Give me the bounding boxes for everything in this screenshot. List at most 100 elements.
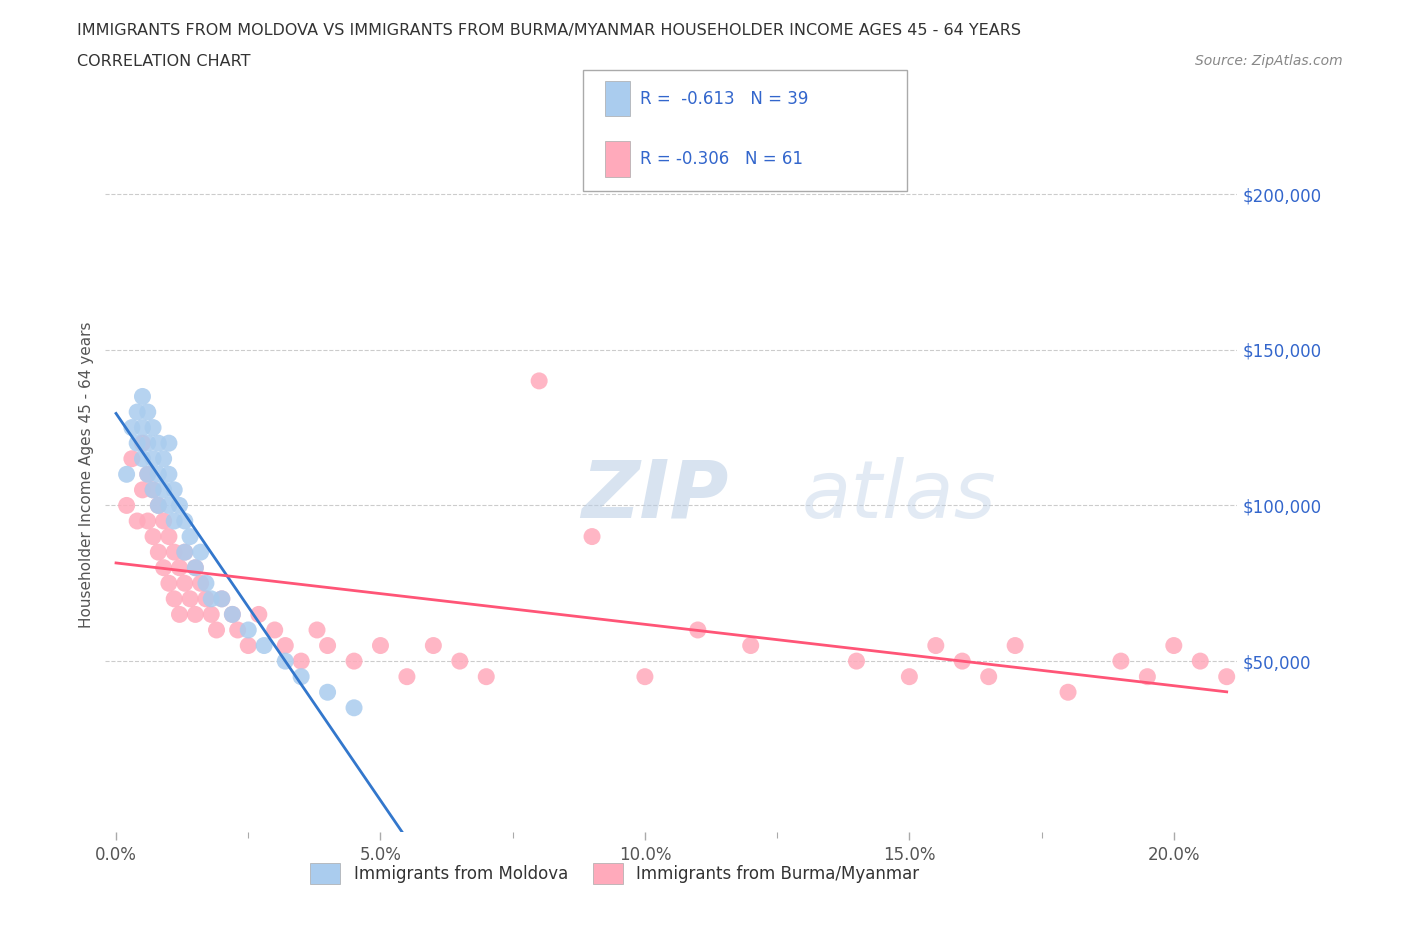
Point bbox=[148, 498, 170, 512]
Point bbox=[179, 529, 201, 544]
Point bbox=[173, 576, 195, 591]
Point bbox=[163, 513, 186, 528]
Point bbox=[316, 684, 339, 699]
Point bbox=[184, 560, 207, 575]
Point bbox=[1004, 638, 1026, 653]
Point bbox=[449, 654, 471, 669]
Point bbox=[238, 638, 260, 653]
Point bbox=[152, 513, 174, 528]
Text: Source: ZipAtlas.com: Source: ZipAtlas.com bbox=[1195, 54, 1343, 68]
Point bbox=[211, 591, 233, 606]
Point bbox=[370, 638, 392, 653]
Point bbox=[205, 622, 228, 637]
Point bbox=[977, 670, 1000, 684]
Point bbox=[136, 513, 159, 528]
Point bbox=[173, 513, 195, 528]
Point bbox=[136, 405, 159, 419]
Point bbox=[142, 420, 165, 435]
Point bbox=[152, 451, 174, 466]
Point bbox=[152, 560, 174, 575]
Point bbox=[152, 483, 174, 498]
Point bbox=[1136, 670, 1159, 684]
Point bbox=[1189, 654, 1212, 669]
Text: CORRELATION CHART: CORRELATION CHART bbox=[77, 54, 250, 69]
Point bbox=[247, 607, 270, 622]
Point bbox=[131, 483, 153, 498]
Point bbox=[1057, 684, 1080, 699]
Point bbox=[131, 451, 153, 466]
Point bbox=[238, 622, 260, 637]
Point bbox=[274, 654, 297, 669]
Point bbox=[142, 529, 165, 544]
Point bbox=[121, 451, 143, 466]
Point bbox=[136, 467, 159, 482]
Point bbox=[290, 670, 312, 684]
Point bbox=[194, 576, 217, 591]
Point bbox=[527, 374, 550, 389]
Point bbox=[163, 545, 186, 560]
Legend: Immigrants from Moldova, Immigrants from Burma/Myanmar: Immigrants from Moldova, Immigrants from… bbox=[302, 855, 928, 892]
Point bbox=[131, 436, 153, 451]
Point bbox=[274, 638, 297, 653]
Point bbox=[148, 545, 170, 560]
Y-axis label: Householder Income Ages 45 - 64 years: Householder Income Ages 45 - 64 years bbox=[79, 321, 94, 628]
Text: R =  -0.613   N = 39: R = -0.613 N = 39 bbox=[640, 89, 808, 108]
Point bbox=[169, 560, 191, 575]
Point bbox=[190, 576, 212, 591]
Point bbox=[169, 498, 191, 512]
Point bbox=[157, 436, 180, 451]
Point bbox=[253, 638, 276, 653]
Point bbox=[634, 670, 657, 684]
Point bbox=[686, 622, 709, 637]
Point bbox=[163, 591, 186, 606]
Point bbox=[316, 638, 339, 653]
Point bbox=[395, 670, 418, 684]
Point bbox=[1163, 638, 1185, 653]
Point bbox=[1109, 654, 1132, 669]
Point bbox=[179, 591, 201, 606]
Point bbox=[581, 529, 603, 544]
Text: IMMIGRANTS FROM MOLDOVA VS IMMIGRANTS FROM BURMA/MYANMAR HOUSEHOLDER INCOME AGES: IMMIGRANTS FROM MOLDOVA VS IMMIGRANTS FR… bbox=[77, 23, 1021, 38]
Text: ZIP: ZIP bbox=[581, 457, 728, 535]
Point bbox=[1215, 670, 1237, 684]
Point bbox=[115, 498, 138, 512]
Point bbox=[136, 436, 159, 451]
Point bbox=[163, 483, 186, 498]
Point bbox=[142, 451, 165, 466]
Point bbox=[148, 467, 170, 482]
Point bbox=[184, 560, 207, 575]
Point bbox=[263, 622, 285, 637]
Point bbox=[157, 529, 180, 544]
Point bbox=[173, 545, 195, 560]
Point bbox=[200, 607, 222, 622]
Point bbox=[148, 436, 170, 451]
Point bbox=[131, 389, 153, 404]
Point bbox=[131, 420, 153, 435]
Point bbox=[157, 576, 180, 591]
Point bbox=[148, 498, 170, 512]
Point bbox=[740, 638, 762, 653]
Point bbox=[127, 513, 149, 528]
Point bbox=[142, 483, 165, 498]
Point bbox=[226, 622, 249, 637]
Point bbox=[422, 638, 444, 653]
Point bbox=[136, 467, 159, 482]
Point bbox=[127, 405, 149, 419]
Point bbox=[115, 467, 138, 482]
Point bbox=[190, 545, 212, 560]
Point bbox=[157, 467, 180, 482]
Point bbox=[343, 700, 366, 715]
Point bbox=[475, 670, 498, 684]
Point bbox=[173, 545, 195, 560]
Point bbox=[121, 420, 143, 435]
Point bbox=[305, 622, 328, 637]
Point bbox=[221, 607, 243, 622]
Point bbox=[343, 654, 366, 669]
Point bbox=[157, 498, 180, 512]
Point bbox=[925, 638, 948, 653]
Text: R = -0.306   N = 61: R = -0.306 N = 61 bbox=[640, 150, 803, 168]
Point bbox=[169, 607, 191, 622]
Text: atlas: atlas bbox=[801, 457, 997, 535]
Point bbox=[127, 436, 149, 451]
Point bbox=[211, 591, 233, 606]
